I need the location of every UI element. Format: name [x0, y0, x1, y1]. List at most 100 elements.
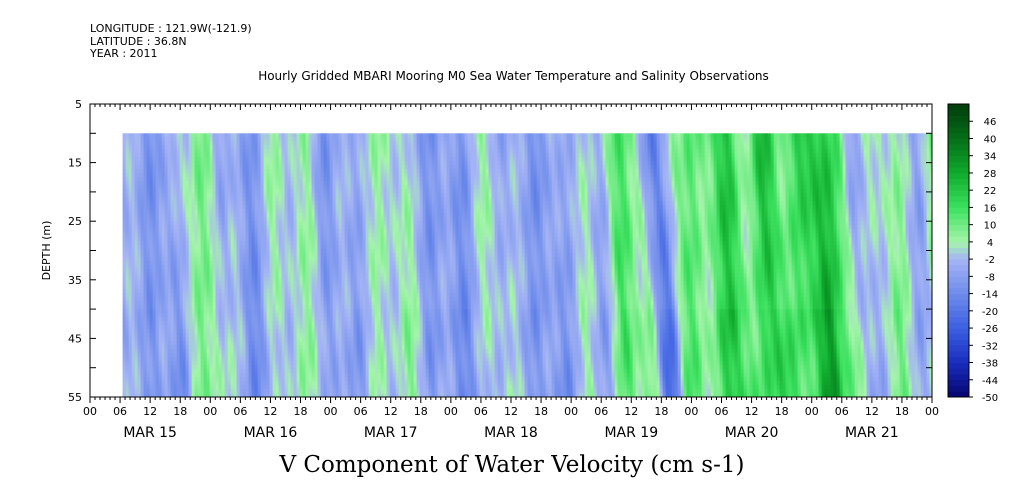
heatmap-cell	[263, 273, 267, 278]
heatmap-cell	[140, 261, 144, 266]
heatmap-cell	[275, 325, 279, 330]
heatmap-cell	[188, 373, 192, 378]
heatmap-cell	[203, 265, 207, 270]
heatmap-cell	[251, 269, 255, 274]
heatmap-cell	[200, 281, 204, 286]
heatmap-cell	[293, 177, 297, 182]
heatmap-cell	[146, 393, 150, 398]
heatmap-cell	[173, 281, 177, 286]
heatmap-cell	[224, 373, 228, 378]
heatmap-cell	[143, 337, 147, 342]
heatmap-cell	[326, 217, 330, 222]
heatmap-cell	[164, 345, 168, 350]
heatmap-cell	[260, 341, 264, 346]
heatmap-cell	[161, 329, 165, 334]
heatmap-cell	[215, 229, 219, 234]
heatmap-cell	[248, 173, 252, 178]
heatmap-cell	[263, 373, 267, 378]
heatmap-cell	[227, 261, 231, 266]
heatmap-cell	[263, 141, 267, 146]
heatmap-cell	[293, 161, 297, 166]
heatmap-cell	[149, 329, 153, 334]
heatmap-cell	[149, 385, 153, 390]
heatmap-cell	[122, 373, 126, 378]
heatmap-cell	[341, 205, 345, 210]
heatmap-cell	[314, 277, 318, 282]
heatmap-cell	[170, 333, 174, 338]
heatmap-cell	[188, 341, 192, 346]
heatmap-cell	[230, 177, 234, 182]
heatmap-cell	[137, 289, 141, 294]
heatmap-cell	[296, 253, 300, 258]
heatmap-cell	[326, 137, 330, 142]
heatmap-cell	[212, 353, 216, 358]
heatmap-cell	[137, 321, 141, 326]
heatmap-cell	[278, 153, 282, 158]
heatmap-cell	[323, 293, 327, 298]
heatmap-cell	[260, 369, 264, 374]
heatmap-cell	[233, 281, 237, 286]
heatmap-cell	[302, 149, 306, 154]
heatmap-cell	[143, 157, 147, 162]
heatmap-cell	[296, 221, 300, 226]
heatmap-cell	[281, 361, 285, 366]
heatmap-cell	[212, 381, 216, 386]
heatmap-cell	[236, 173, 240, 178]
heatmap-cell	[341, 161, 345, 166]
heatmap-cell	[200, 285, 204, 290]
heatmap-cell	[194, 149, 198, 154]
heatmap-cell	[203, 329, 207, 334]
heatmap-cell	[239, 321, 243, 326]
heatmap-cell	[284, 237, 288, 242]
heatmap-cell	[182, 241, 186, 246]
heatmap-cell	[296, 345, 300, 350]
heatmap-cell	[317, 277, 321, 282]
heatmap-cell	[215, 245, 219, 250]
heatmap-cell	[176, 365, 180, 370]
heatmap-cell	[317, 381, 321, 386]
heatmap-cell	[284, 365, 288, 370]
heatmap-cell	[341, 173, 345, 178]
heatmap-cell	[344, 313, 348, 318]
heatmap-cell	[269, 385, 273, 390]
heatmap-cell	[197, 349, 201, 354]
heatmap-cell	[209, 213, 213, 218]
heatmap-cell	[236, 145, 240, 150]
heatmap-cell	[149, 205, 153, 210]
heatmap-cell	[197, 277, 201, 282]
heatmap-cell	[287, 145, 291, 150]
heatmap-cell	[272, 253, 276, 258]
heatmap-cell	[179, 149, 183, 154]
heatmap-cell	[293, 181, 297, 186]
heatmap-cell	[263, 281, 267, 286]
heatmap-cell	[248, 205, 252, 210]
heatmap-cell	[167, 369, 171, 374]
heatmap-cell	[296, 289, 300, 294]
heatmap-cell	[248, 337, 252, 342]
heatmap-cell	[131, 249, 135, 254]
heatmap-cell	[158, 269, 162, 274]
heatmap-cell	[251, 357, 255, 362]
heatmap-cell	[233, 165, 237, 170]
heatmap-cell	[257, 253, 261, 258]
heatmap-cell	[329, 389, 333, 394]
heatmap-cell	[308, 145, 312, 150]
heatmap-cell	[128, 229, 132, 234]
heatmap-cell	[149, 309, 153, 314]
heatmap-cell	[200, 241, 204, 246]
heatmap-cell	[122, 377, 126, 382]
heatmap-cell	[197, 353, 201, 358]
heatmap-cell	[308, 293, 312, 298]
heatmap-cell	[269, 197, 273, 202]
heatmap-cell	[167, 201, 171, 206]
heatmap-cell	[143, 321, 147, 326]
heatmap-cell	[332, 217, 336, 222]
heatmap-cell	[230, 253, 234, 258]
heatmap-cell	[278, 221, 282, 226]
heatmap-cell	[137, 249, 141, 254]
heatmap-cell	[317, 329, 321, 334]
heatmap-cell	[272, 285, 276, 290]
heatmap-cell	[326, 365, 330, 370]
heatmap-cell	[182, 229, 186, 234]
heatmap-cell	[179, 205, 183, 210]
